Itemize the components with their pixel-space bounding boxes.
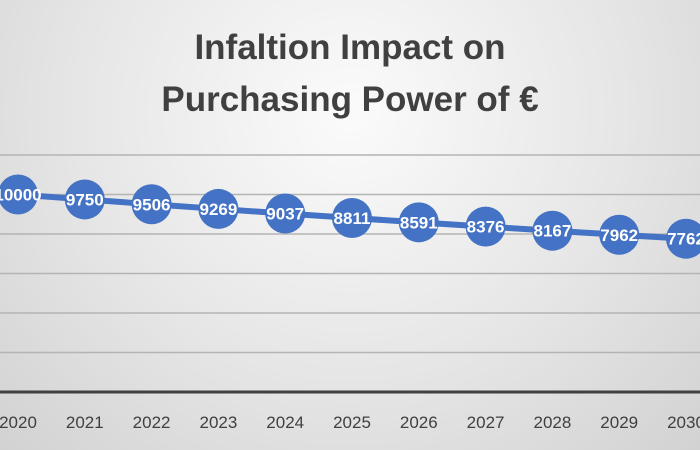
- data-point: [131, 184, 172, 225]
- data-label: 7762: [667, 230, 700, 249]
- data-point: [0, 174, 38, 215]
- data-point: [599, 214, 640, 255]
- x-tick-label: 2020: [0, 413, 37, 432]
- data-point: [532, 210, 573, 251]
- data-point: [666, 218, 700, 259]
- x-tick-label: 2028: [533, 413, 571, 432]
- chart-title-line-1: Infaltion Impact on: [194, 28, 506, 67]
- x-tick-label: 2021: [66, 413, 104, 432]
- data-label: 8376: [467, 218, 505, 237]
- data-label: 9506: [133, 195, 171, 214]
- data-point: [332, 197, 372, 238]
- data-label: 9750: [66, 190, 104, 209]
- chart-title: Infaltion Impact on Purchasing Power of …: [0, 22, 700, 126]
- data-point: [265, 193, 306, 234]
- x-tick-label: 2025: [333, 413, 371, 432]
- chart-title-line-2: Purchasing Power of €: [161, 80, 539, 119]
- data-label: 9269: [199, 200, 237, 219]
- data-label: 8167: [533, 222, 571, 241]
- data-label: 8591: [400, 213, 438, 232]
- x-tick-label: 2022: [133, 413, 171, 432]
- data-label: 10000: [0, 186, 42, 205]
- data-label: 7962: [600, 226, 638, 245]
- x-tick-label: 2024: [266, 413, 304, 432]
- data-label: 9037: [266, 205, 304, 224]
- data-label: 8811: [334, 209, 371, 228]
- data-point: [198, 188, 239, 229]
- data-point: [64, 179, 105, 220]
- x-tick-label: 2023: [199, 413, 237, 432]
- x-tick-label: 2026: [400, 413, 438, 432]
- x-tick-label: 2027: [467, 413, 505, 432]
- data-point: [465, 206, 506, 247]
- x-tick-label: 2029: [600, 413, 638, 432]
- data-point: [398, 202, 439, 243]
